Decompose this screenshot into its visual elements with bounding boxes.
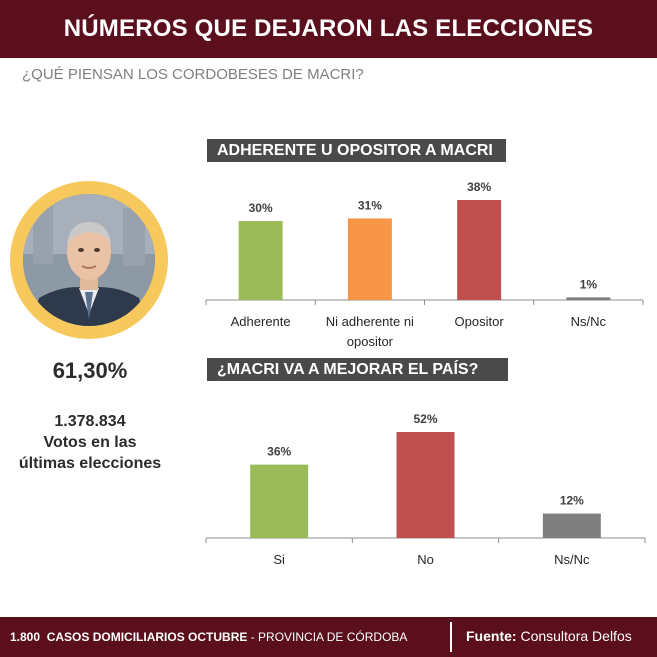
chart-title-adherente: ADHERENTE U OPOSITOR A MACRI	[207, 139, 506, 162]
bar-ns-nc	[566, 297, 611, 300]
page-subtitle: ¿QUÉ PIENSAN LOS CORDOBESES DE MACRI?	[22, 66, 364, 83]
vote-percentage: 61,30%	[52, 358, 128, 383]
header-banner: NÚMEROS QUE DEJARON LAS ELECCIONES	[0, 0, 657, 58]
category-label: No	[417, 552, 434, 567]
footer-cases: CASOS DOMICILIARIOS OCTUBRE	[46, 630, 248, 644]
bar-opositor	[457, 200, 502, 300]
category-label: Ns/Nc	[571, 314, 607, 329]
votes-number: 1.378.834	[54, 413, 126, 430]
category-label: Adherente	[231, 314, 291, 329]
data-label: 38%	[467, 180, 491, 194]
page-title: NÚMEROS QUE DEJARON LAS ELECCIONES	[63, 15, 594, 42]
votes-label-line-1: Votos en las	[43, 434, 137, 451]
footer-sample-info: 1.800 CASOS DOMICILIARIOS OCTUBRE - PROV…	[10, 630, 407, 644]
votes-label-line-2: últimas elecciones	[18, 455, 162, 472]
bar-ni-adherente-ni-opositor	[347, 218, 392, 300]
footer-separator: -	[247, 630, 259, 644]
data-label: 12%	[560, 494, 584, 508]
bar-adherente	[238, 221, 283, 300]
bar-no	[396, 432, 455, 538]
data-label: 52%	[413, 412, 437, 426]
category-label: Ni adherente ni	[326, 314, 414, 329]
data-label: 36%	[267, 445, 291, 459]
category-label: Opositor	[455, 314, 505, 329]
portrait-photo	[23, 194, 155, 326]
votes-block: 1.378.834 Votos en las últimas eleccione…	[0, 411, 180, 474]
portrait-illustration	[23, 194, 155, 326]
category-label: opositor	[347, 334, 394, 349]
data-label: 1%	[580, 277, 598, 291]
data-label: 30%	[249, 201, 273, 215]
footer-source-label: Fuente:	[466, 628, 517, 644]
chart-title-mejorar: ¿MACRI VA A MEJORAR EL PAÍS?	[207, 358, 508, 381]
footer-source-value: Consultora Delfos	[516, 628, 632, 644]
footer-region: PROVINCIA DE CÓRDOBA	[258, 630, 408, 644]
footer-source: Fuente: Consultora Delfos	[466, 628, 632, 644]
bar-si	[250, 464, 309, 538]
category-label: Ns/Nc	[554, 552, 590, 567]
data-label: 31%	[358, 198, 382, 212]
category-label: Si	[273, 552, 285, 567]
footer-count: 1.800	[10, 630, 41, 644]
bar-ns-nc	[542, 513, 601, 538]
footer-divider	[450, 622, 452, 652]
footer-banner: 1.800 CASOS DOMICILIARIOS OCTUBRE - PROV…	[0, 617, 657, 657]
